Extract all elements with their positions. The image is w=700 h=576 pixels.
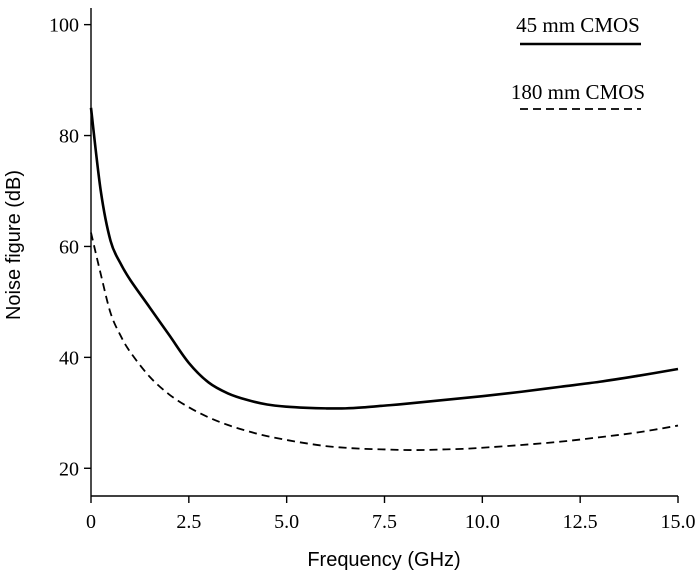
y-tick-label: 100: [49, 15, 79, 37]
x-tick-label: 2.5: [176, 511, 201, 533]
y-tick-label: 80: [59, 126, 79, 148]
legend-label-1: 45 mm CMOS: [516, 13, 640, 37]
series-line-1: [89, 107, 679, 410]
x-tick-label: 7.5: [372, 511, 397, 533]
y-axis-title: Noise figure (dB): [3, 170, 25, 320]
x-tick-label: 5.0: [274, 511, 299, 533]
x-tick-label: 12.5: [563, 511, 598, 533]
x-tick-label: 15.0: [661, 511, 696, 533]
axes: 0 2.5 5.0 7.5 10.0 12.5 15.0 20 40 60 80 100: [49, 8, 696, 533]
x-tick-label: 10.0: [465, 511, 500, 533]
plot-series: [89, 107, 679, 451]
legend-label-2: 180 mm CMOS: [511, 80, 645, 104]
y-tick-label: 60: [59, 236, 79, 258]
series-line-2: [90, 232, 679, 451]
y-tick-label: 20: [59, 458, 79, 480]
x-axis-title: Frequency (GHz): [307, 549, 460, 571]
legend: 45 mm CMOS 180 mm CMOS: [511, 13, 645, 110]
y-tick-label: 40: [59, 347, 79, 369]
x-tick-label: 0: [86, 511, 96, 533]
